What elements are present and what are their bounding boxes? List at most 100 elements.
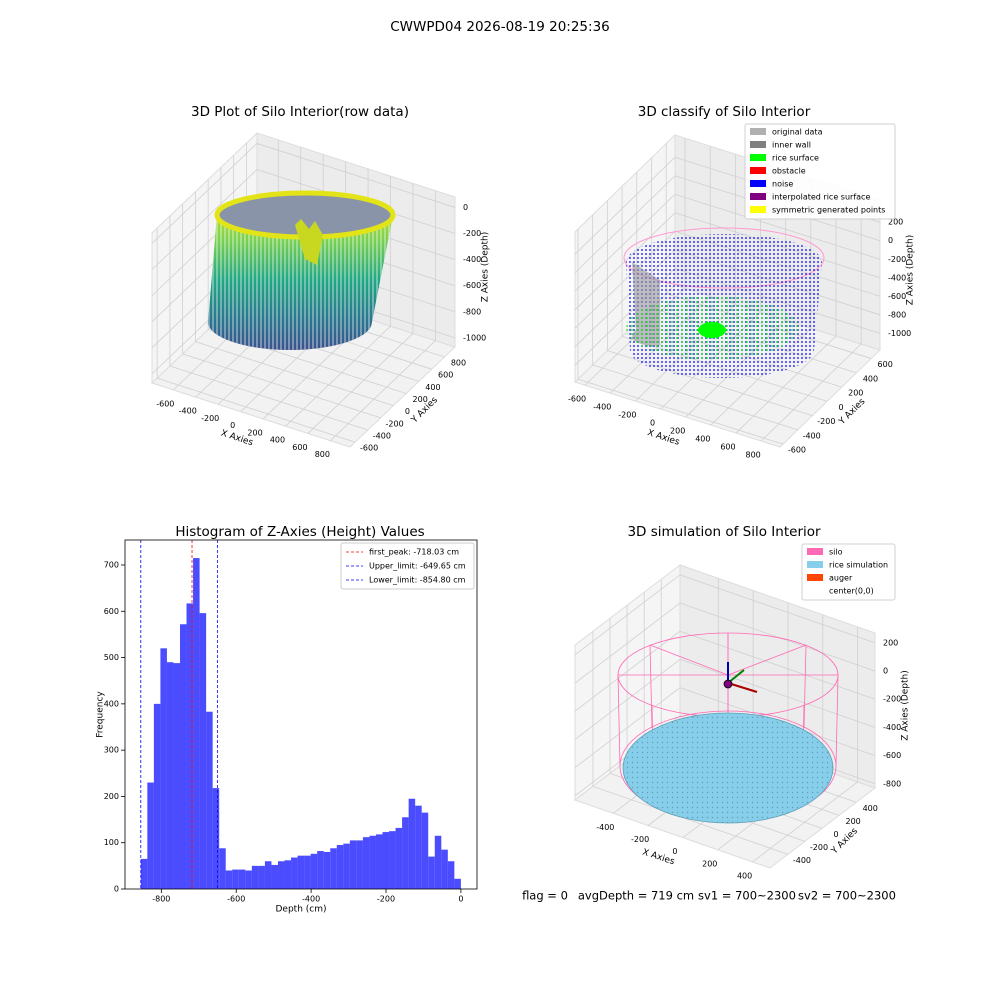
footer-text: sv1 = 700~2300 — [698, 889, 796, 903]
z-tick-label: -200 — [888, 255, 906, 264]
z-tick-label: 200 — [888, 218, 903, 227]
legend-label: noise — [772, 180, 793, 189]
grid-line — [574, 659, 681, 740]
y-tick-label: -200 — [817, 417, 835, 426]
legend-label: center(0,0) — [829, 587, 874, 596]
x-tick-label: 0 — [230, 421, 235, 430]
bar — [140, 858, 148, 889]
y-tick-label: -400 — [803, 431, 821, 440]
y-tick-label: 600 — [438, 371, 453, 380]
bar — [421, 812, 429, 889]
y-tick-label: 0 — [834, 830, 839, 839]
y-tick-label: 200 — [848, 389, 863, 398]
grid-line — [574, 602, 681, 684]
x-tick-label: 800 — [745, 451, 760, 460]
bar — [297, 855, 305, 889]
bar — [447, 861, 455, 889]
legend-swatch — [750, 180, 766, 187]
y-tick-label: 200 — [846, 817, 861, 826]
grid-line — [574, 687, 681, 768]
grid-line — [592, 785, 789, 855]
x-axis-label: Depth (cm) — [275, 905, 326, 915]
grid-line — [752, 781, 858, 863]
x-axis-label: X Axies — [641, 848, 676, 868]
z-tick-label: 200 — [883, 638, 898, 647]
grid-line — [679, 574, 876, 644]
bar — [382, 832, 390, 889]
legend-swatch — [750, 154, 766, 161]
z-tick-label: 0 — [463, 203, 468, 212]
legend-label: silo — [829, 548, 843, 557]
legend-swatch — [750, 141, 766, 148]
legend-label: rice surface — [772, 154, 819, 163]
bar — [160, 648, 167, 889]
x-tick-label: -400 — [302, 895, 320, 904]
z-axis-label: Z Axies (Depth) — [901, 670, 911, 741]
legend-label: symmetric generated points — [772, 206, 885, 215]
bar — [258, 865, 265, 889]
bar — [441, 849, 448, 889]
legend-label: Upper_limit: -649.65 cm — [369, 562, 466, 571]
y-axis-label: Frequency — [96, 691, 106, 738]
y-tick-label: 400 — [425, 383, 440, 392]
y-tick-label: 700 — [104, 560, 119, 569]
grid-line — [307, 333, 414, 434]
bar — [245, 870, 252, 889]
bar — [330, 848, 337, 889]
x-tick-label: 0 — [650, 419, 655, 428]
bar — [402, 817, 409, 889]
chart-title: 3D simulation of Silo Interior — [627, 524, 821, 540]
grid-line — [674, 193, 881, 260]
grid-line — [760, 343, 862, 442]
center-dot — [723, 679, 733, 689]
x-tick-label: -400 — [593, 403, 611, 412]
y-tick-label: 800 — [451, 359, 466, 368]
grid-line — [330, 340, 436, 441]
bar — [173, 663, 180, 889]
bar — [323, 851, 331, 889]
bar — [389, 831, 396, 889]
bar — [277, 861, 285, 889]
legend-swatch — [750, 193, 766, 200]
y-tick-label: 100 — [104, 838, 119, 847]
x-tick-label: -200 — [201, 414, 219, 423]
bar — [428, 856, 435, 889]
x-tick-label: -400 — [596, 823, 614, 832]
z-tick-label: -400 — [888, 273, 906, 282]
legend-box — [801, 543, 896, 601]
bar — [362, 837, 370, 889]
bar — [199, 613, 207, 889]
legend-label: auger — [829, 574, 853, 583]
y-tick-label: 600 — [878, 360, 893, 369]
bar — [251, 865, 259, 889]
bar — [212, 788, 220, 889]
legend-swatch — [750, 206, 766, 213]
bar — [186, 603, 194, 889]
figure-title: CWWPD04 2026-08-19 20:25:36 — [390, 19, 610, 35]
grid-line — [182, 353, 381, 419]
grid-line — [195, 341, 394, 407]
z-tick-label: 0 — [888, 236, 893, 245]
legend-box — [340, 542, 475, 590]
x-tick-label: -200 — [377, 895, 395, 904]
grid-line — [169, 365, 368, 431]
bar — [434, 835, 442, 889]
bar — [317, 851, 324, 889]
grid-line — [574, 175, 676, 274]
bar — [408, 798, 416, 889]
auger-arrow — [727, 682, 758, 693]
x-tick-label: -400 — [179, 407, 197, 416]
y-tick-label: -600 — [788, 446, 806, 455]
legend-label: obstacle — [772, 167, 806, 176]
bar — [356, 840, 363, 889]
bar — [264, 861, 272, 889]
grid-line — [592, 364, 798, 431]
bar — [336, 845, 344, 889]
bar — [395, 827, 403, 889]
grid-line — [574, 193, 676, 292]
y-tick-label: 200 — [104, 792, 119, 801]
legend-label: Lower_limit: -854.80 cm — [369, 576, 466, 585]
bar — [225, 870, 233, 889]
y-tick-label: 200 — [413, 395, 428, 404]
bar — [304, 855, 311, 889]
